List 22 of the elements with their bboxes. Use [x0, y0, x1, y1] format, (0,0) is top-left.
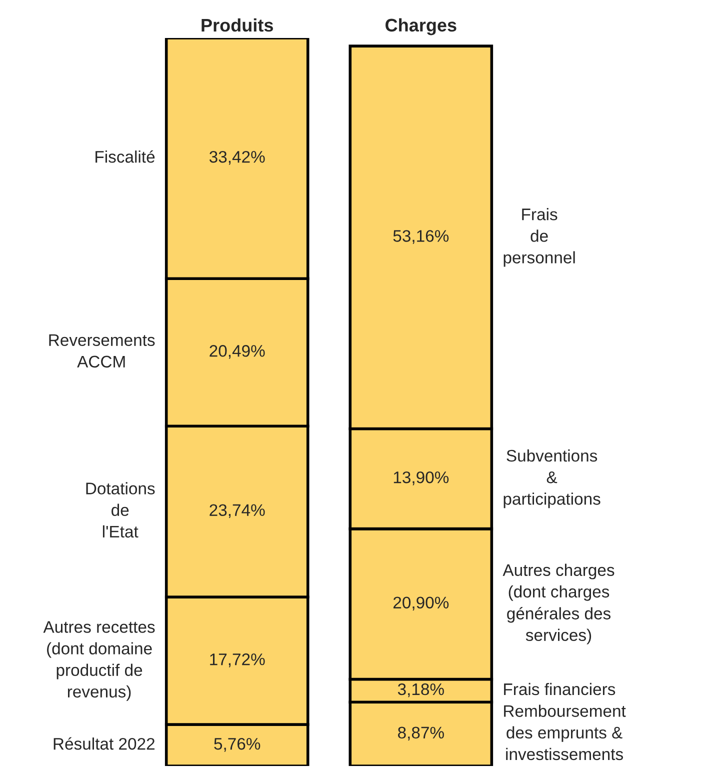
- data-label: 20,49%: [210, 345, 265, 359]
- series-label: Remboursement des emprunts & investissements: [504, 704, 626, 760]
- series-label: Frais de personnel: [504, 208, 575, 267]
- data-label: 5,76%: [214, 738, 260, 752]
- data-label: 3,18%: [398, 683, 444, 698]
- series-label: Reversements ACCM: [49, 334, 155, 368]
- x-tick-label: Charges: [386, 18, 456, 36]
- data-label: 20,90%: [393, 596, 449, 610]
- data-label: 17,72%: [210, 653, 265, 668]
- series-label: Dotations de l'Etat: [86, 482, 155, 538]
- data-label: 33,42%: [209, 150, 265, 165]
- series-label: Subventions & participations: [504, 449, 600, 508]
- data-label: 53,16%: [393, 230, 449, 244]
- data-label: 8,87%: [398, 726, 444, 741]
- data-label: 13,90%: [394, 471, 449, 486]
- series-label: Autres recettes (dont domaine productif de revenus): [43, 621, 155, 701]
- x-tick-label: Produits: [202, 18, 273, 32]
- series-label: Frais financiers: [504, 682, 616, 696]
- data-label: 23,74%: [210, 504, 265, 518]
- series-label: Résultat 2022: [54, 737, 154, 750]
- series-label: Fiscalité: [96, 150, 155, 163]
- series-label: Autres charges (dont charges générales des services): [502, 564, 614, 644]
